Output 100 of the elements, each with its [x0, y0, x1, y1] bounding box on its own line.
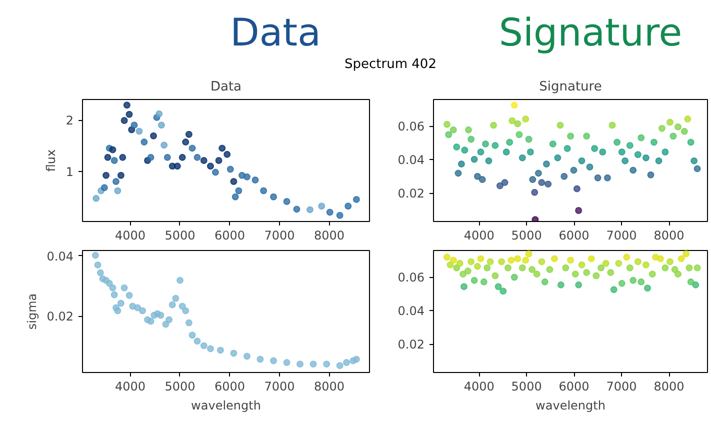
point [336, 362, 344, 370]
chart-title: Data [210, 80, 242, 94]
point [270, 193, 277, 200]
x-tick-label: 8000 [314, 228, 344, 242]
point [336, 212, 344, 219]
point [194, 154, 201, 161]
point [150, 132, 157, 140]
point [323, 360, 330, 368]
point [235, 187, 242, 194]
point [126, 292, 133, 299]
y-tick-label: 2 [66, 114, 74, 128]
point [352, 356, 360, 363]
point [110, 291, 118, 298]
point [194, 338, 201, 345]
x-tick-label: 7000 [606, 228, 637, 242]
point [283, 359, 290, 366]
y-tick-label: 0.02 [46, 310, 74, 324]
point [92, 252, 99, 259]
point [160, 142, 168, 149]
point [147, 154, 154, 161]
point [120, 284, 128, 292]
y-tick-label: 0.04 [46, 249, 74, 264]
point [166, 316, 173, 324]
point [172, 294, 180, 302]
point [158, 122, 165, 129]
y-tick-label: 0.02 [398, 338, 424, 352]
point [188, 332, 196, 339]
point [293, 206, 300, 213]
point [168, 301, 176, 308]
point [215, 157, 222, 164]
point [157, 312, 164, 319]
x-tick-label: 7000 [264, 380, 295, 394]
x-tick-label: 8000 [314, 380, 344, 394]
point [123, 102, 130, 109]
point [109, 146, 116, 154]
point [283, 198, 290, 205]
x-tick-label: 8000 [654, 380, 684, 394]
point [102, 172, 110, 179]
point [188, 144, 196, 152]
point [206, 345, 214, 352]
point [260, 187, 268, 194]
point [117, 300, 124, 307]
point [218, 144, 226, 152]
x-tick-label: 7000 [606, 380, 637, 394]
x-tick-label: 6000 [214, 228, 246, 242]
point [178, 302, 186, 310]
point [296, 360, 304, 368]
point [326, 208, 334, 216]
point [230, 350, 238, 357]
point [136, 128, 143, 135]
point [94, 261, 102, 268]
x-tick-label: 6000 [214, 380, 246, 394]
y-axis-title: flux [44, 149, 58, 172]
chart-title: Signature [539, 80, 602, 94]
x-tick-label: 6000 [558, 228, 590, 242]
point [352, 196, 360, 203]
point [114, 187, 122, 194]
y-axis-title: sigma [24, 293, 39, 330]
point [232, 193, 239, 200]
point [270, 357, 277, 364]
point [185, 130, 192, 138]
point [185, 319, 192, 326]
y-tick-label: 0.06 [398, 270, 424, 285]
point [112, 178, 120, 186]
point [212, 168, 219, 176]
point [206, 162, 214, 170]
point [92, 194, 100, 202]
point [252, 176, 259, 184]
point [156, 110, 163, 118]
x-tick-label: 5000 [164, 380, 196, 394]
point [226, 166, 234, 173]
x-tick-label: 7000 [264, 228, 295, 242]
x-tick-label: 5000 [164, 228, 196, 242]
point [134, 304, 142, 312]
point [164, 154, 171, 161]
point [310, 360, 317, 368]
point [104, 154, 112, 161]
x-tick-label: 4000 [464, 228, 494, 242]
x-tick-label: 5000 [511, 228, 542, 242]
x-tick-label: 5000 [511, 380, 542, 394]
point [100, 184, 108, 192]
x-tick-label: 4000 [114, 380, 146, 394]
y-tick-label: 1 [66, 164, 74, 179]
x-tick-label: 8000 [654, 228, 684, 242]
point [200, 342, 208, 350]
point [230, 178, 238, 186]
point [110, 157, 118, 164]
x-tick-label: 6000 [558, 380, 590, 394]
x-tick-label: 4000 [114, 228, 146, 242]
point [96, 269, 104, 276]
point [109, 284, 116, 292]
point [140, 138, 148, 146]
point [139, 307, 146, 314]
text: Spectrum 402 [344, 57, 436, 72]
point [243, 173, 250, 180]
point [130, 122, 138, 129]
point [256, 356, 264, 363]
y-tick-label: 0.04 [398, 304, 424, 318]
x-axis-title: wavelength [536, 398, 606, 412]
x-tick-label: 4000 [464, 380, 494, 394]
